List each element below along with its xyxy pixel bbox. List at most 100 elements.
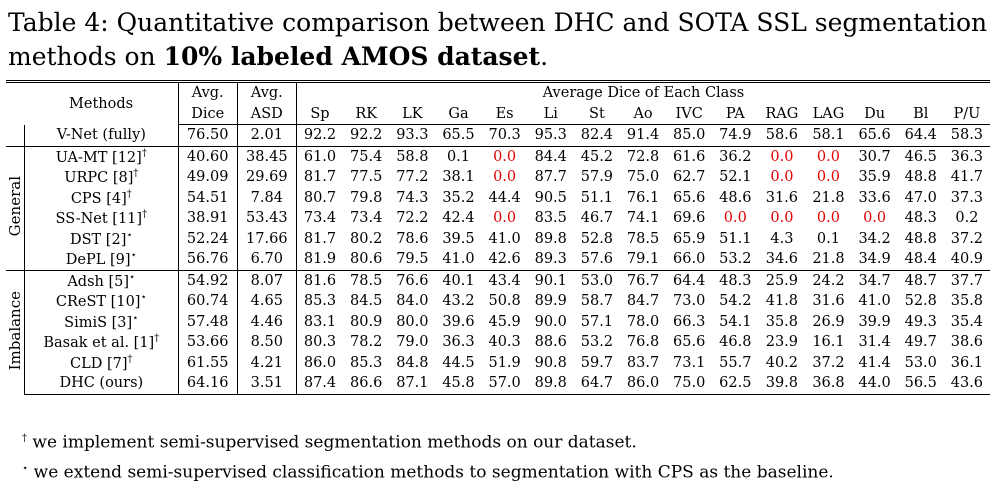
- value-cell: 92.2: [350, 127, 383, 144]
- value-cell: 48.3: [904, 210, 937, 227]
- value-cell: 77.2: [396, 169, 429, 186]
- method-name: URPC [8]: [64, 170, 134, 187]
- table-row: DHC (ours) 64.16 3.51 87.4 86.6 87.1 45.8 57.0 8…: [6, 373, 990, 395]
- value-cell: 89.3: [534, 251, 567, 268]
- footnote-text: we implement semi-supervised segmentatio…: [27, 432, 637, 453]
- value-cell: 76.7: [619, 269, 667, 291]
- group-label: General: [6, 175, 24, 237]
- value-cell: 87.7: [534, 169, 567, 186]
- value-cell: 46.7: [580, 210, 614, 227]
- value-cell: 47.0: [904, 189, 937, 206]
- value-cell: 76.8: [626, 334, 660, 351]
- table-row: CReST [10]⋆ 60.74 4.65 85.3 84.5 84.0 43.2 50.8…: [6, 291, 990, 312]
- value-cell: 79.8: [350, 189, 383, 206]
- header-cell: Dice: [177, 103, 238, 125]
- value-cell: 74.1: [626, 210, 660, 227]
- value-cell: 38.1: [442, 169, 475, 186]
- header-row: Methods Avg. Avg. Average Dice of Each Clas…: [6, 80, 990, 125]
- value-cell: 37.2: [950, 230, 984, 247]
- method-name: SS-Net [11]: [55, 211, 143, 228]
- value-cell: 54.2: [719, 293, 752, 310]
- value-cell: 62.5: [712, 373, 759, 395]
- results-table: Methods Avg. Avg. Average Dice of Each Clas…: [6, 80, 990, 395]
- value-cell: 55.7: [719, 354, 752, 371]
- value-cell: 48.8: [904, 169, 937, 186]
- value-cell: 39.9: [858, 313, 891, 330]
- method-name: UA-MT [12]: [55, 149, 142, 166]
- value-cell: 35.8: [765, 313, 799, 330]
- value-cell: 45.8: [435, 373, 482, 395]
- value-cell: 80.6: [350, 251, 383, 268]
- value-cell: 85.3: [350, 354, 383, 371]
- value-cell: 78.5: [626, 230, 660, 247]
- method-name: SimiS [3]: [64, 314, 133, 331]
- method-mark: ⋆: [126, 229, 133, 241]
- method-cell: SimiS [3]⋆: [24, 311, 179, 332]
- method-name: V-Net (fully): [56, 127, 146, 143]
- value-cell: 62.7: [673, 169, 706, 186]
- method-cell: CPS [4]†: [24, 187, 179, 208]
- value-cell: 78.6: [396, 230, 429, 247]
- method-cell: CLD [7]†: [24, 352, 179, 373]
- value-cell: 35.8: [950, 293, 984, 310]
- method-mark: †: [154, 333, 160, 345]
- method-mark: †: [133, 168, 139, 180]
- header-cell: RAG: [758, 103, 806, 125]
- value-cell: 29.69: [236, 167, 297, 188]
- value-cell: 58.6: [765, 127, 799, 144]
- value-cell: 60.74: [177, 291, 238, 312]
- value-cell: 83.1: [295, 311, 344, 332]
- value-cell: 30.7: [851, 145, 898, 167]
- value-cell: 57.9: [580, 169, 614, 186]
- method-cell: CReST [10]⋆: [24, 291, 179, 312]
- value-cell: 89.9: [534, 293, 567, 310]
- table-row: CLD [7]† 61.55 4.21 86.0 85.3 84.8 44.5 51.9 90.…: [6, 352, 990, 373]
- value-cell: 58.7: [580, 293, 614, 310]
- value-cell: 48.4: [904, 251, 937, 268]
- value-cell: 4.21: [236, 352, 297, 373]
- value-cell: 4.46: [236, 311, 297, 332]
- value-cell: 81.7: [295, 167, 344, 188]
- value-cell: 57.0: [481, 373, 528, 395]
- method-mark: †: [142, 209, 148, 221]
- method-name: Adsh [5]: [67, 273, 130, 290]
- value-cell: 65.6: [858, 127, 891, 144]
- value-cell: 37.3: [950, 189, 984, 206]
- value-cell: 54.92: [177, 269, 238, 291]
- value-cell: 42.4: [442, 210, 475, 227]
- value-cell: 78.2: [350, 334, 383, 351]
- value-cell: 36.1: [950, 354, 984, 371]
- value-cell: 58.8: [389, 145, 436, 167]
- table-row: Basak et al. [1]† 53.66 8.50 80.3 78.2 79.0 36…: [6, 332, 990, 353]
- value-cell: 81.6: [295, 269, 344, 291]
- value-cell: 31.6: [812, 293, 845, 310]
- value-cell: 51.9: [488, 354, 521, 371]
- value-cell: 72.8: [619, 145, 667, 167]
- value-cell: 90.5: [534, 189, 567, 206]
- value-cell: 4.65: [236, 291, 297, 312]
- value-cell: 0.0: [863, 210, 887, 227]
- value-cell: 0.0: [758, 145, 806, 167]
- method-cell: DST [2]⋆: [24, 228, 179, 249]
- method-mark: †: [141, 147, 147, 159]
- value-cell: 0.1: [435, 145, 482, 167]
- value-cell: 83.7: [626, 354, 660, 371]
- value-cell: 45.2: [573, 145, 620, 167]
- header-cell: Es: [481, 103, 528, 125]
- value-cell: 52.8: [904, 293, 937, 310]
- method-cell: SS-Net [11]†: [24, 208, 179, 229]
- value-cell: 40.1: [435, 269, 482, 291]
- header-cell: LK: [389, 103, 436, 125]
- value-cell: 79.0: [396, 334, 429, 351]
- value-cell: 65.9: [673, 230, 706, 247]
- value-cell: 75.4: [343, 145, 390, 167]
- table-row: General UA-MT [12]† 40.60 38.45 61.0 75.4 58.8…: [6, 145, 990, 270]
- value-cell: 84.8: [396, 354, 429, 371]
- value-cell: 37.7: [943, 269, 990, 291]
- caption-text: Table 4: Quantitative comparison between…: [8, 8, 988, 71]
- value-cell: 23.9: [765, 334, 799, 351]
- value-cell: 0.0: [481, 145, 528, 167]
- method-mark: ⋆: [132, 312, 139, 324]
- value-cell: 79.5: [396, 251, 429, 268]
